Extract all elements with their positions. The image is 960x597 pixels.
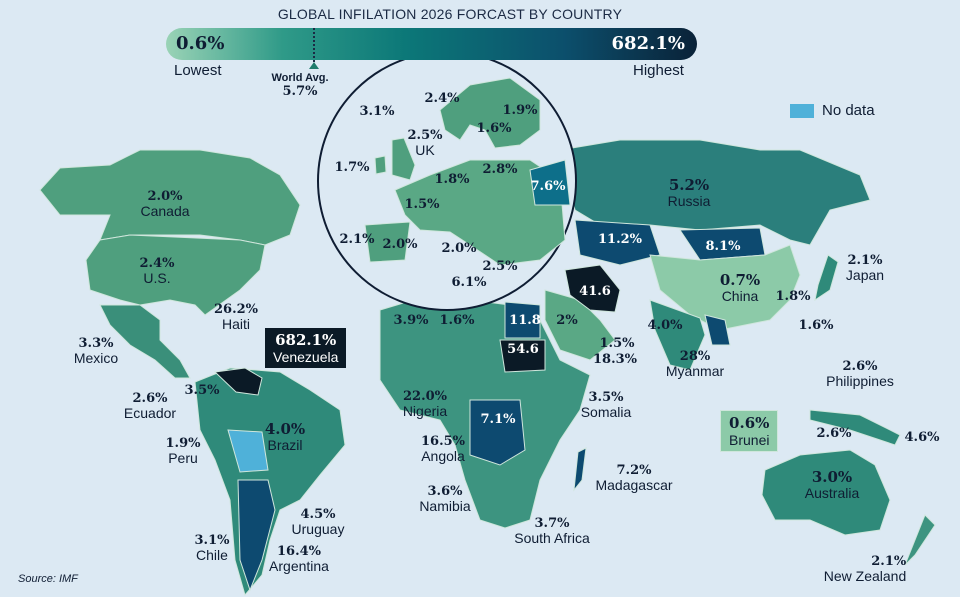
- label-ukraine: 7.6%: [530, 179, 566, 194]
- egypt-shape: [504, 301, 541, 339]
- label-saudi-arabia: 2%: [556, 313, 578, 328]
- label-angola: 16.5% Angola: [420, 434, 466, 464]
- label-philippines: 2.6% Philippines: [826, 359, 894, 389]
- uk-shape: [391, 137, 416, 181]
- label-south-africa: 3.7% South Africa: [514, 516, 590, 546]
- label-indonesia: 2.6%: [816, 426, 852, 441]
- iberia-shape: [364, 221, 411, 263]
- new-zealand-shape: [904, 514, 936, 566]
- label-oman: 1.5%: [599, 336, 635, 351]
- inflation-scale-bar: 0.6% 682.1%: [166, 28, 697, 60]
- no-data-label: No data: [822, 102, 875, 119]
- madagascar-shape: [573, 447, 587, 492]
- mexico-shape: [99, 304, 191, 379]
- south-america-shape: [194, 367, 346, 597]
- world-avg-marker-line: [313, 28, 315, 62]
- label-namibia: 3.6% Namibia: [419, 484, 471, 514]
- label-mongolia: 8.1%: [705, 239, 741, 254]
- label-papua-new-guinea: 4.6%: [904, 430, 940, 445]
- label-taiwan: 1.6%: [798, 318, 834, 333]
- source-note: Source: IMF: [18, 573, 78, 585]
- scale-highest-label: Highest: [633, 62, 684, 79]
- label-ecuador: 2.6% Ecuador: [123, 391, 177, 421]
- indonesia-shape: [809, 409, 901, 446]
- label-nigeria: 22.0% Nigeria: [402, 389, 448, 419]
- label-china: 0.7% China: [719, 271, 761, 304]
- label-peru: 1.9% Peru: [165, 436, 201, 466]
- myanmar-shape: [704, 314, 731, 346]
- label-venezuela: 682.1% Venezuela: [265, 328, 347, 368]
- sudan-shape: [499, 339, 546, 373]
- no-data-swatch: [790, 103, 814, 118]
- scale-highest-value: 682.1%: [611, 33, 685, 54]
- label-iceland: 3.1%: [359, 104, 395, 119]
- venezuela-shape: [213, 367, 263, 396]
- label-spain: 2.0%: [382, 237, 418, 252]
- label-haiti: 26.2% Haiti: [213, 302, 259, 332]
- japan-shape: [814, 254, 839, 302]
- label-drc: 7.1%: [480, 412, 516, 427]
- ireland-shape: [374, 155, 387, 175]
- label-myanmar: 28% Myanmar: [665, 349, 725, 379]
- label-sweden: 1.6%: [476, 121, 512, 136]
- kazakhstan-shape: [574, 219, 661, 266]
- chart-title: GLOBAL INFILATION 2026 FORCAST BY COUNTR…: [277, 6, 623, 22]
- china-shape: [649, 244, 801, 331]
- canada-shape: [39, 149, 301, 246]
- label-argentina: 16.4% Argentina: [269, 544, 329, 574]
- label-us: 2.4% U.S.: [139, 256, 175, 286]
- label-iran: 41.6: [579, 284, 611, 299]
- india-shape: [649, 299, 706, 371]
- label-russia: 5.2% Russia: [667, 176, 711, 209]
- label-brazil: 4.0% Brazil: [264, 420, 306, 453]
- bolivia-shape: [227, 429, 269, 473]
- continent-shape: [394, 159, 566, 266]
- label-mexico: 3.3% Mexico: [73, 336, 119, 366]
- label-guyana: 3.5%: [184, 383, 220, 398]
- label-chile: 3.1% Chile: [194, 533, 230, 563]
- label-libya: 1.6%: [439, 313, 475, 328]
- label-madagascar: 7.2% Madagascar: [595, 463, 673, 493]
- label-new-zealand: 2.1% New Zealand: [823, 554, 907, 584]
- legend: No data: [790, 102, 875, 119]
- label-south-korea: 1.8%: [775, 289, 811, 304]
- label-egypt: 11.8: [509, 313, 541, 328]
- ukraine-shape: [529, 159, 571, 206]
- label-uk: 2.5% UK: [407, 128, 443, 158]
- label-germany: 1.8%: [434, 172, 470, 187]
- label-canada: 2.0% Canada: [140, 189, 190, 219]
- world-avg-label: World Avg. 5.7%: [271, 72, 329, 99]
- label-finland: 1.9%: [502, 103, 538, 118]
- label-kazakhstan: 11.2%: [597, 232, 643, 247]
- label-yemen: 18.3%: [592, 352, 638, 367]
- label-tunisia: 6.1%: [451, 275, 487, 290]
- label-australia: 3.0% Australia: [804, 468, 860, 501]
- iran-shape: [564, 264, 621, 313]
- scandinavia-shape: [439, 77, 541, 149]
- label-algeria: 3.9%: [393, 313, 429, 328]
- label-greece: 2.5%: [482, 259, 518, 274]
- label-india: 4.0%: [647, 318, 683, 333]
- label-portugal: 2.1%: [339, 232, 375, 247]
- label-uruguay: 4.5% Uruguay: [291, 507, 345, 537]
- australia-shape: [761, 449, 891, 536]
- world-avg-marker-icon: [309, 62, 319, 69]
- label-ireland: 1.7%: [334, 160, 370, 175]
- label-italy: 2.0%: [441, 241, 477, 256]
- label-norway: 2.4%: [424, 91, 460, 106]
- scale-lowest-label: Lowest: [174, 62, 222, 79]
- argentina-shape: [237, 479, 276, 592]
- us-shape: [85, 234, 266, 316]
- label-france: 1.5%: [404, 197, 440, 212]
- label-japan: 2.1% Japan: [845, 253, 885, 283]
- congo-shape: [469, 399, 526, 466]
- label-somalia: 3.5% Somalia: [580, 390, 632, 420]
- label-brunei: 0.6% Brunei: [720, 410, 779, 452]
- scale-lowest-value: 0.6%: [176, 33, 225, 54]
- label-poland: 2.8%: [482, 162, 518, 177]
- label-sudan: 54.6: [507, 342, 539, 357]
